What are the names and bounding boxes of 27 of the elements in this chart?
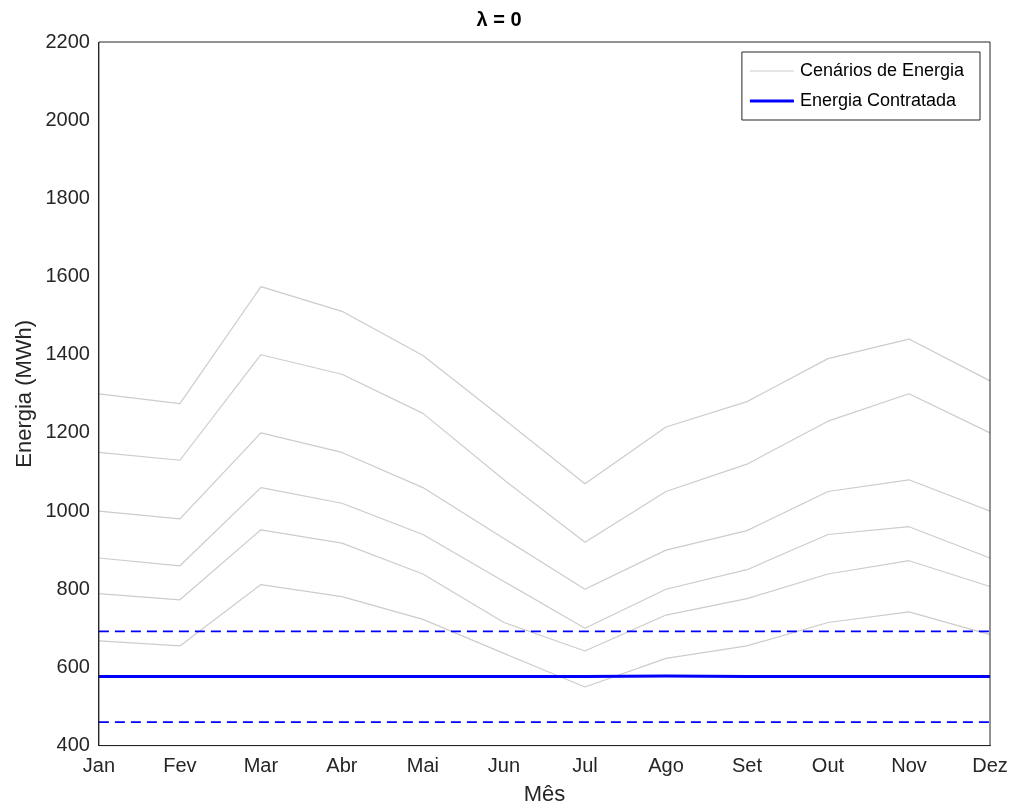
y-tick-label: 600 bbox=[56, 654, 90, 677]
y-tick-label: 1000 bbox=[45, 498, 90, 521]
x-tick-label: Nov bbox=[891, 754, 927, 777]
x-tick-label: Abr bbox=[326, 754, 358, 777]
x-tick-label: Mar bbox=[243, 754, 279, 777]
x-tick-label: Mai bbox=[406, 754, 440, 777]
y-axis-title: Energia (MWh) bbox=[11, 319, 37, 468]
x-tick-label: Jan bbox=[82, 754, 116, 777]
y-tick-label: 2200 bbox=[45, 29, 90, 52]
y-tick-label: 1600 bbox=[45, 264, 90, 287]
chart-title: λ = 0 bbox=[476, 7, 522, 30]
x-tick-label: Jun bbox=[487, 754, 521, 777]
x-tick-label: Out bbox=[811, 754, 845, 777]
y-tick-label: 1800 bbox=[45, 185, 90, 208]
y-tick-label: 2000 bbox=[45, 107, 90, 130]
x-tick-label: Fev bbox=[163, 754, 197, 777]
y-tick-label: 1200 bbox=[45, 420, 90, 443]
x-tick-label: Dez bbox=[972, 754, 1008, 777]
y-tick-label: 800 bbox=[56, 576, 90, 599]
x-tick-label: Set bbox=[731, 754, 763, 777]
x-tick-label: Jul bbox=[572, 754, 598, 777]
x-tick-label: Ago bbox=[648, 754, 684, 777]
y-tick-label: 400 bbox=[56, 733, 90, 756]
legend-label: Energia Contratada bbox=[799, 89, 957, 110]
y-tick-label: 1400 bbox=[45, 342, 90, 365]
x-axis-title: Mês bbox=[523, 780, 566, 806]
legend-label: Cenários de Energia bbox=[799, 59, 965, 80]
